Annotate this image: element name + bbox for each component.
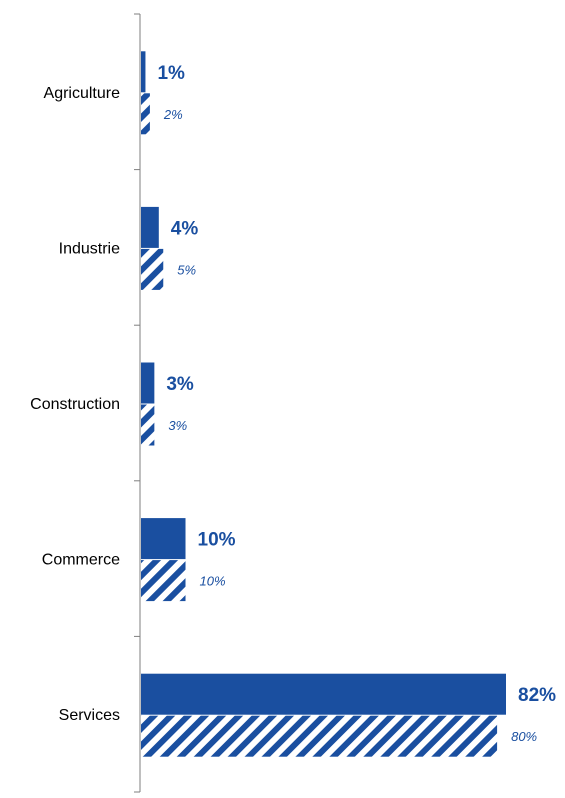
data-label-solid: 82%	[518, 685, 556, 706]
data-label-solid: 3%	[166, 374, 194, 395]
data-label-hatched: 2%	[163, 107, 183, 122]
bar-solid	[141, 362, 155, 404]
category-label: Industrie	[59, 240, 120, 257]
data-label-hatched: 10%	[200, 574, 226, 589]
label-layer: Agriculture 1% 2% Industrie 4% 5% Construction…	[30, 63, 556, 744]
category-label: Commerce	[42, 552, 120, 569]
axis-layer	[134, 13, 141, 793]
category-label: Agriculture	[44, 85, 121, 102]
bar-hatched	[141, 715, 498, 757]
data-label-solid: 1%	[157, 63, 185, 84]
data-label-hatched: 5%	[177, 262, 196, 277]
bar-hatched	[141, 93, 150, 135]
bar-hatched	[141, 560, 186, 602]
bar-solid	[141, 51, 146, 93]
bar-layer	[141, 51, 506, 757]
data-label-solid: 4%	[171, 218, 199, 239]
category-label: Construction	[30, 396, 120, 413]
data-label-hatched: 3%	[168, 418, 187, 433]
bar-solid	[141, 518, 186, 560]
data-label-hatched: 80%	[511, 729, 537, 744]
bar-solid	[141, 206, 159, 248]
bar-hatched	[141, 248, 164, 290]
data-label-solid: 10%	[198, 530, 236, 551]
bar-solid	[141, 673, 506, 715]
category-label: Services	[59, 707, 120, 724]
bar-hatched	[141, 404, 155, 446]
